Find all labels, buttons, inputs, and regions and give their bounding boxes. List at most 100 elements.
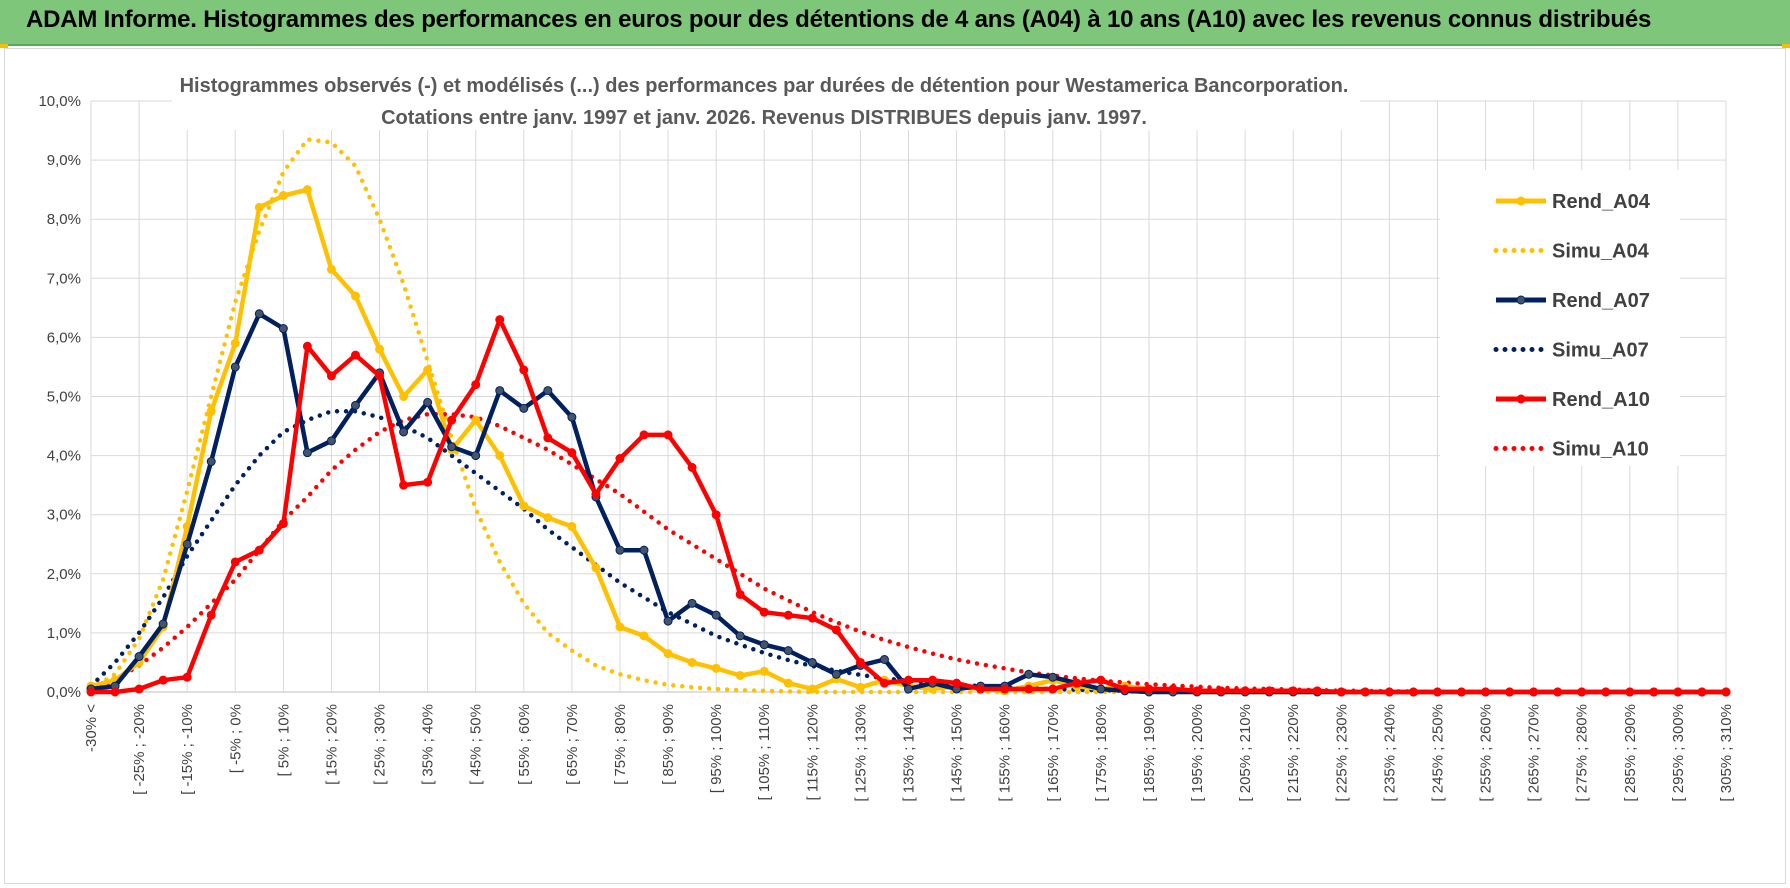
- data-point-rend_a10: [928, 675, 938, 685]
- data-point-rend_a10: [1673, 687, 1683, 697]
- x-tick-label: [ 215% ; 220%: [1285, 704, 1302, 802]
- data-point-rend_a04: [759, 666, 769, 676]
- data-point-rend_a10: [735, 589, 745, 599]
- axes: 0,0% 1,0% 2,0% 3,0% 4,0% 5,0% 6,0% 7,0% 8,0% 9,0%…: [38, 93, 1735, 802]
- data-point-rend_a04: [855, 682, 865, 692]
- data-point-rend_a04: [591, 563, 601, 573]
- data-point-rend_a04: [663, 649, 673, 659]
- data-point-rend_a04: [302, 185, 312, 195]
- x-tick-label: [ 35% ; 40%: [420, 704, 437, 785]
- data-point-rend_a10: [904, 675, 913, 685]
- chart-title-line-2: Cotations entre janv. 1997 et janv. 2026…: [381, 107, 1147, 129]
- data-point-rend_a10: [1192, 686, 1202, 696]
- chart-title-line-1: Histogrammes observés (-) et modélisés (…: [180, 75, 1349, 97]
- x-tick-label: [ 205% ; 210%: [1237, 704, 1254, 802]
- data-point-rend_a04: [615, 622, 625, 632]
- x-tick-label: [ 155% ; 160%: [997, 704, 1014, 802]
- data-point-rend_a10: [1601, 687, 1611, 697]
- data-point-rend_a10: [1264, 686, 1274, 696]
- legend-marker-rend_a07: [1516, 295, 1526, 305]
- data-point-rend_a10: [1312, 686, 1322, 696]
- x-tick-label: [ 255% ; 260%: [1478, 704, 1495, 802]
- data-point-rend_a10: [326, 371, 336, 381]
- data-point-rend_a07: [831, 669, 841, 679]
- data-point-rend_a10: [375, 371, 385, 381]
- data-point-rend_a10: [783, 610, 793, 620]
- data-point-rend_a10: [976, 684, 986, 694]
- data-point-rend_a10: [1216, 686, 1226, 696]
- data-point-rend_a10: [1144, 684, 1154, 694]
- legend-label-rend_a07: Rend_A07: [1552, 290, 1650, 312]
- chart-title: Histogrammes observés (-) et modélisés (…: [172, 66, 1360, 130]
- data-point-rend_a10: [1625, 687, 1635, 697]
- legend-label-simu_a10: Simu_A10: [1552, 439, 1649, 461]
- data-point-rend_a10: [1072, 678, 1082, 688]
- data-point-rend_a10: [1048, 684, 1058, 694]
- data-point-rend_a10: [807, 613, 817, 623]
- series-layer: [86, 137, 1731, 697]
- data-point-rend_a04: [278, 191, 288, 201]
- data-point-rend_a04: [206, 406, 216, 416]
- y-tick-label: 10,0%: [38, 93, 81, 110]
- data-point-rend_a10: [1529, 687, 1539, 697]
- data-point-rend_a10: [1360, 687, 1370, 697]
- data-point-rend_a10: [663, 430, 673, 440]
- data-point-rend_a10: [759, 607, 769, 617]
- data-point-rend_a10: [543, 433, 553, 443]
- x-tick-label: -30% <: [83, 704, 100, 752]
- data-point-rend_a10: [855, 657, 865, 667]
- data-point-rend_a10: [1721, 687, 1731, 697]
- data-point-rend_a10: [591, 489, 601, 499]
- data-point-rend_a07: [663, 616, 673, 626]
- banner-title: ADAM Informe. Histogrammes des performan…: [26, 6, 1652, 33]
- data-point-rend_a04: [735, 670, 745, 680]
- y-tick-label: 3,0%: [47, 507, 81, 524]
- x-tick-label: [ 235% ; 240%: [1381, 704, 1398, 802]
- y-tick-label: 4,0%: [47, 448, 81, 465]
- right-corner-accent: [1782, 44, 1790, 48]
- data-point-rend_a07: [350, 400, 360, 410]
- data-point-rend_a04: [711, 663, 721, 673]
- data-point-rend_a04: [495, 451, 505, 461]
- data-point-rend_a07: [447, 442, 457, 452]
- data-point-rend_a10: [1240, 686, 1250, 696]
- data-point-rend_a10: [1168, 684, 1178, 694]
- y-tick-label: 8,0%: [47, 211, 81, 228]
- x-tick-label: [ -15% ; -10%: [179, 704, 196, 795]
- data-point-rend_a07: [567, 412, 577, 422]
- data-point-rend_a10: [1384, 687, 1394, 697]
- x-tick-label: [ 95% ; 100%: [708, 704, 725, 793]
- legend-label-simu_a07: Simu_A07: [1552, 340, 1649, 362]
- data-point-rend_a04: [519, 501, 529, 511]
- x-tick-label: [ 55% ; 60%: [516, 704, 533, 785]
- x-tick-label: [ 25% ; 30%: [372, 704, 389, 785]
- data-point-rend_a10: [158, 675, 168, 685]
- data-point-rend_a10: [567, 448, 577, 458]
- data-point-rend_a10: [278, 519, 288, 529]
- data-point-rend_a04: [567, 522, 577, 532]
- data-point-rend_a07: [206, 457, 216, 467]
- y-tick-label: 7,0%: [47, 270, 81, 287]
- y-tick-label: 0,0%: [47, 684, 81, 701]
- data-point-rend_a10: [1000, 684, 1010, 694]
- data-point-rend_a07: [302, 448, 312, 458]
- data-point-rend_a10: [639, 430, 649, 440]
- x-tick-label: [ 295% ; 300%: [1670, 704, 1687, 802]
- data-point-rend_a10: [831, 625, 841, 635]
- data-point-rend_a10: [1120, 684, 1130, 694]
- x-tick-label: [ 225% ; 230%: [1333, 704, 1350, 802]
- data-point-rend_a07: [735, 631, 745, 641]
- data-point-rend_a10: [1288, 686, 1298, 696]
- data-point-rend_a10: [110, 687, 120, 697]
- x-tick-label: [ -25% ; -20%: [131, 704, 148, 795]
- data-point-rend_a07: [182, 539, 192, 549]
- data-point-rend_a07: [399, 427, 409, 437]
- x-tick-label: [ 185% ; 190%: [1141, 704, 1158, 802]
- x-tick-label: [ 245% ; 250%: [1429, 704, 1446, 802]
- x-tick-label: [ 135% ; 140%: [901, 704, 918, 802]
- left-corner-accent: [0, 44, 8, 48]
- title-background: [172, 66, 1360, 130]
- data-point-rend_a04: [375, 344, 385, 354]
- data-point-rend_a07: [423, 397, 433, 407]
